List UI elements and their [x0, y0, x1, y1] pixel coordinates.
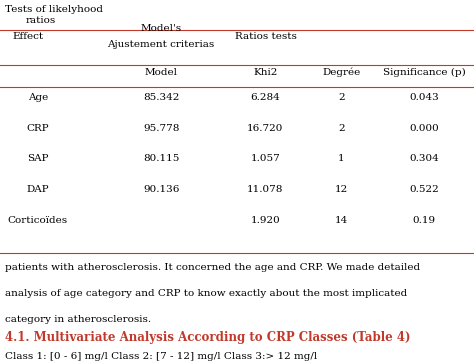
Text: Ratios tests: Ratios tests	[235, 32, 296, 40]
Text: 1.920: 1.920	[251, 216, 280, 225]
Text: 1: 1	[338, 155, 345, 163]
Text: 80.115: 80.115	[143, 155, 179, 163]
Text: 11.078: 11.078	[247, 185, 283, 194]
Text: CRP: CRP	[27, 124, 49, 132]
Text: Ajustement criterias: Ajustement criterias	[108, 40, 215, 48]
Text: Model: Model	[145, 68, 178, 77]
Text: Class 1: [0 - 6] mg/l Class 2: [7 - 12] mg/l Class 3:> 12 mg/l: Class 1: [0 - 6] mg/l Class 2: [7 - 12] …	[5, 352, 317, 361]
Text: Degrée: Degrée	[322, 68, 360, 77]
Text: SAP: SAP	[27, 155, 49, 163]
Text: Model's: Model's	[141, 24, 182, 32]
Text: 0.043: 0.043	[410, 93, 439, 102]
Text: 90.136: 90.136	[143, 185, 179, 194]
Text: 0.000: 0.000	[410, 124, 439, 132]
Text: DAP: DAP	[27, 185, 49, 194]
Text: Corticoïdes: Corticoïdes	[8, 216, 68, 225]
Text: 0.522: 0.522	[410, 185, 439, 194]
Text: patients with atherosclerosis. It concerned the age and CRP. We made detailed: patients with atherosclerosis. It concer…	[5, 263, 420, 272]
Text: 0.304: 0.304	[410, 155, 439, 163]
Text: 1.057: 1.057	[251, 155, 280, 163]
Text: 12: 12	[335, 185, 348, 194]
Text: 6.284: 6.284	[251, 93, 280, 102]
Text: 95.778: 95.778	[143, 124, 179, 132]
Text: Age: Age	[28, 93, 48, 102]
Text: 2: 2	[338, 124, 345, 132]
Text: 2: 2	[338, 93, 345, 102]
Text: Effect: Effect	[13, 32, 44, 40]
Text: analysis of age category and CRP to know exactly about the most implicated: analysis of age category and CRP to know…	[5, 289, 407, 298]
Text: Significance (p): Significance (p)	[383, 68, 465, 77]
Text: 14: 14	[335, 216, 348, 225]
Text: 85.342: 85.342	[143, 93, 179, 102]
Text: ratios: ratios	[26, 16, 56, 25]
Text: 16.720: 16.720	[247, 124, 283, 132]
Text: Tests of likelyhood: Tests of likelyhood	[5, 5, 103, 14]
Text: category in atherosclerosis.: category in atherosclerosis.	[5, 315, 151, 324]
Text: 4.1. Multivariate Analysis According to CRP Classes (Table 4): 4.1. Multivariate Analysis According to …	[5, 331, 410, 344]
Text: 0.19: 0.19	[413, 216, 436, 225]
Text: Khi2: Khi2	[253, 68, 278, 77]
